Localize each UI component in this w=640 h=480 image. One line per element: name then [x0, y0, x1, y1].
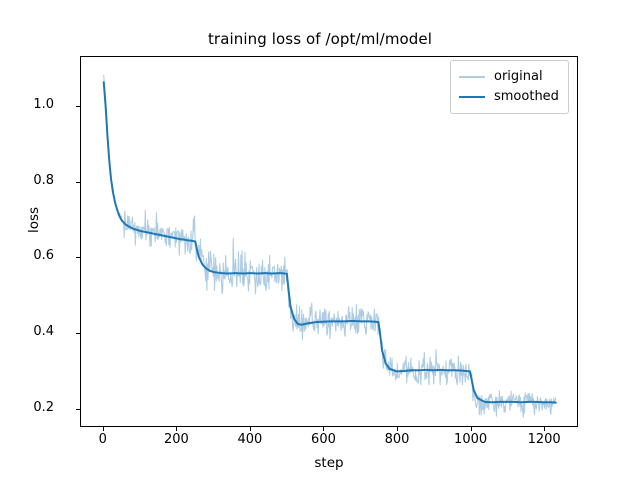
- y-tick-label: 0.6: [33, 248, 54, 264]
- legend-item-smoothed: smoothed: [459, 87, 559, 107]
- y-tick-label: 0.8: [33, 172, 54, 188]
- y-tick-mark: [76, 105, 80, 107]
- legend-label-original: original: [494, 69, 543, 84]
- series-original: [103, 74, 557, 418]
- y-tick-mark: [76, 181, 80, 183]
- x-tick-label: 200: [163, 432, 189, 447]
- x-tick-mark: [544, 427, 546, 431]
- plot-area: [80, 56, 578, 427]
- legend-label-smoothed: smoothed: [494, 89, 559, 104]
- x-tick-mark: [323, 427, 325, 431]
- y-axis-label: loss: [26, 206, 42, 234]
- x-tick-label: 800: [384, 432, 410, 447]
- x-tick-mark: [470, 427, 472, 431]
- x-tick-mark: [102, 427, 104, 431]
- legend-item-original: original: [459, 67, 559, 87]
- y-tick-mark: [76, 257, 80, 259]
- x-tick-label: 1200: [527, 432, 561, 447]
- x-tick-label: 0: [98, 432, 107, 447]
- y-tick-mark: [76, 333, 80, 335]
- x-axis-label: step: [314, 455, 344, 471]
- x-tick-label: 400: [237, 432, 263, 447]
- y-tick-mark: [76, 408, 80, 410]
- y-tick-label: 1.0: [33, 96, 54, 112]
- x-tick-mark: [249, 427, 251, 431]
- x-tick-mark: [397, 427, 399, 431]
- legend-swatch-smoothed: [459, 96, 485, 98]
- x-tick-label: 600: [311, 432, 336, 447]
- x-tick-mark: [176, 427, 178, 431]
- y-tick-label: 0.4: [33, 324, 54, 340]
- plot-canvas: [102, 74, 557, 418]
- legend-swatch-original: [459, 76, 485, 78]
- y-tick-label: 0.2: [33, 399, 54, 415]
- chart-legend: original smoothed: [450, 60, 569, 114]
- x-tick-label: 1000: [454, 432, 488, 447]
- chart-title: training loss of /opt/ml/model: [207, 30, 433, 48]
- series-smoothed: [102, 81, 557, 404]
